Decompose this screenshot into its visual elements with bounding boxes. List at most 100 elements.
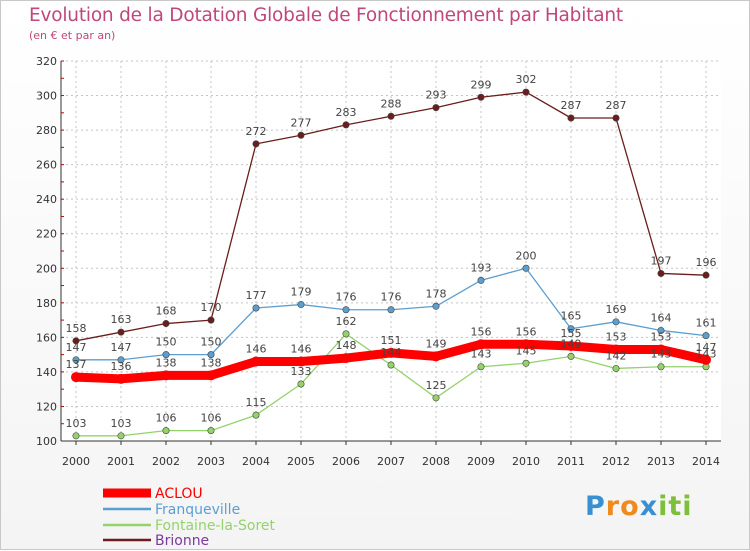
data-point: [252, 411, 260, 419]
data-label: 125: [426, 379, 447, 392]
data-point: [297, 301, 305, 309]
x-tick-label: 2005: [287, 455, 315, 468]
data-point: [116, 373, 126, 384]
y-tick-label: 100: [36, 435, 57, 448]
y-tick-label: 300: [36, 90, 57, 103]
data-point: [72, 337, 80, 345]
data-point: [432, 104, 440, 112]
data-label: 145: [516, 344, 537, 357]
data-point: [252, 140, 260, 148]
data-point: [522, 359, 530, 367]
data-point: [162, 320, 170, 328]
x-tick-label: 2007: [377, 455, 405, 468]
data-label: 179: [291, 286, 312, 299]
x-tick-label: 2003: [197, 455, 225, 468]
data-point: [702, 332, 710, 340]
data-label: 103: [111, 417, 132, 430]
x-tick-label: 2014: [692, 455, 720, 468]
data-point: [657, 363, 665, 371]
data-point: [702, 271, 710, 279]
logo-letter: o: [620, 491, 640, 522]
data-point: [477, 93, 485, 101]
data-point: [296, 356, 306, 367]
data-point: [206, 370, 216, 381]
x-tick-label: 2000: [62, 455, 90, 468]
data-label: 150: [156, 336, 177, 349]
data-label: 143: [471, 348, 492, 361]
data-point: [72, 432, 80, 440]
data-label: 156: [471, 325, 492, 338]
data-point: [656, 344, 666, 355]
data-label: 170: [201, 301, 222, 314]
data-point: [611, 344, 621, 355]
data-label: 162: [336, 315, 357, 328]
logo-letter: i: [682, 491, 693, 522]
data-label: 147: [66, 341, 87, 354]
data-point: [387, 306, 395, 314]
data-label: 293: [426, 89, 447, 102]
data-label: 176: [381, 291, 402, 304]
data-label: 302: [516, 73, 537, 86]
data-label: 143: [696, 348, 717, 361]
data-point: [387, 361, 395, 369]
data-label: 164: [651, 311, 672, 324]
data-label: 149: [426, 337, 447, 350]
logo-letter: x: [639, 491, 659, 522]
data-point: [567, 352, 575, 360]
data-point: [612, 364, 620, 372]
data-point: [522, 88, 530, 96]
chart-title: Evolution de la Dotation Globale de Fonc…: [29, 5, 623, 26]
proxiti-logo: Proxiti: [585, 491, 693, 522]
axes: 100 120 140 160 180 200 220 240 260 280 300 320 2000…: [36, 55, 721, 468]
y-tick-label: 120: [36, 400, 57, 413]
data-label: 136: [111, 360, 132, 373]
data-label: 178: [426, 287, 447, 300]
data-label: 193: [471, 261, 492, 274]
data-point: [522, 264, 530, 272]
logo-letter: r: [605, 491, 621, 522]
data-label: 169: [606, 303, 627, 316]
data-label: 177: [246, 289, 267, 302]
data-point: [612, 318, 620, 326]
logo-letter: P: [585, 491, 606, 522]
data-point: [477, 363, 485, 371]
logo-letter: i: [658, 491, 669, 522]
data-label: 158: [66, 322, 87, 335]
data-label: 142: [606, 349, 627, 362]
value-labels: 158 163 168 170 272 277 283 288 293 299 302 287 287 1…: [66, 73, 717, 430]
data-point: [207, 316, 215, 324]
x-tick-label: 2001: [107, 455, 135, 468]
data-label: 147: [111, 341, 132, 354]
data-label: 288: [381, 97, 402, 110]
data-label: 133: [291, 365, 312, 378]
data-point: [71, 372, 81, 383]
data-label: 197: [651, 254, 672, 267]
data-point: [117, 328, 125, 336]
data-point: [162, 427, 170, 435]
data-point: [117, 432, 125, 440]
data-label: 163: [111, 313, 132, 326]
y-tick-label: 240: [36, 193, 57, 206]
data-label: 151: [381, 334, 402, 347]
y-tick-label: 180: [36, 297, 57, 310]
data-point: [431, 351, 441, 362]
data-label: 155: [561, 327, 582, 340]
data-point: [251, 356, 261, 367]
data-point: [161, 370, 171, 381]
data-label: 146: [246, 343, 267, 356]
data-point: [387, 112, 395, 120]
logo-letter: t: [668, 491, 683, 522]
data-label: 165: [561, 310, 582, 323]
y-tick-label: 260: [36, 159, 57, 172]
x-tick-label: 2004: [242, 455, 270, 468]
data-label: 161: [696, 317, 717, 330]
legend-label: Franqueville: [155, 502, 240, 518]
data-point: [207, 351, 215, 359]
legend-label: ACLOU: [155, 486, 203, 502]
x-tick-label: 2013: [647, 455, 675, 468]
x-tick-label: 2010: [512, 455, 540, 468]
data-point: [657, 269, 665, 277]
data-label: 106: [201, 412, 222, 425]
data-label: 138: [156, 356, 177, 369]
